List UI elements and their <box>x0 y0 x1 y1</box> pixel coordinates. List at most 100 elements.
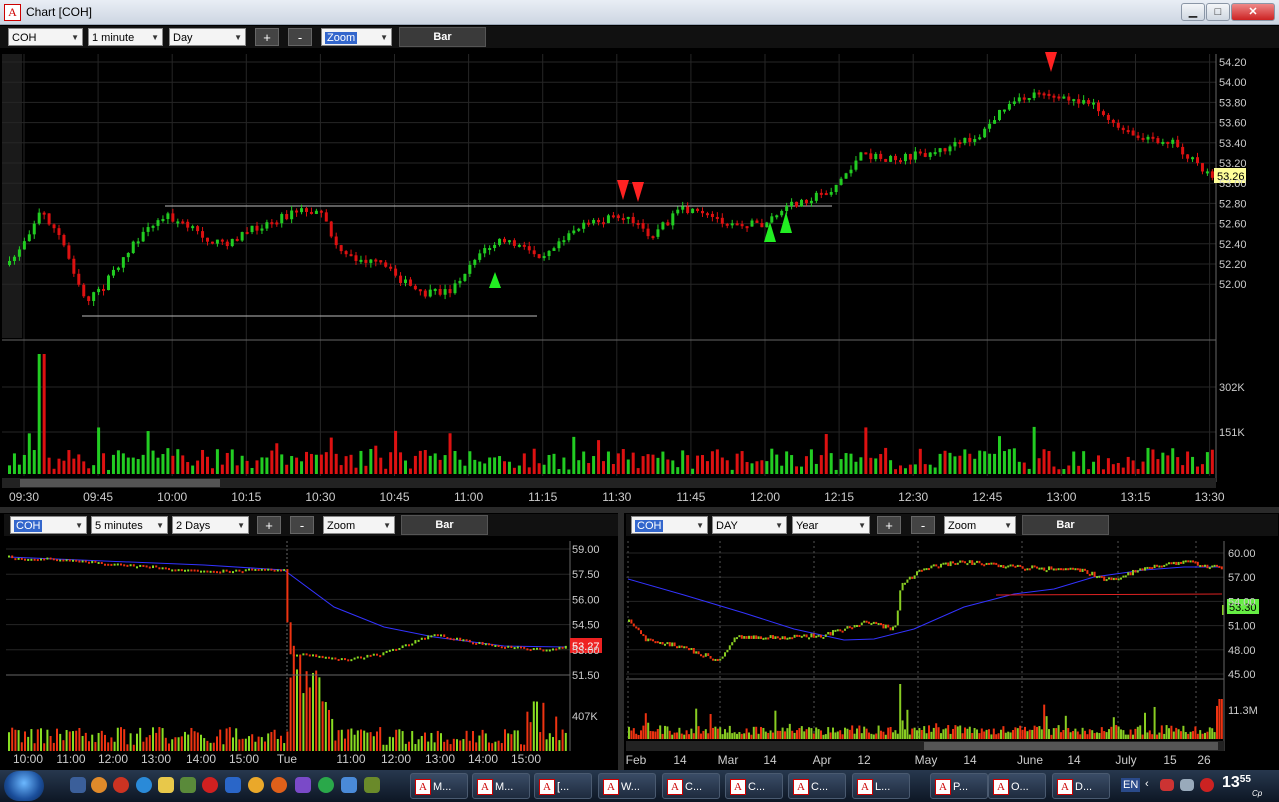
taskbar-window-button[interactable]: A D... <box>1052 773 1110 799</box>
visual-studio-icon[interactable] <box>295 777 311 793</box>
tray-expand-icon[interactable]: ‹ <box>1145 778 1149 790</box>
volume-bar <box>641 456 645 474</box>
close-button[interactable]: ✕ <box>1231 3 1275 21</box>
main-bar-button[interactable]: Bar <box>399 27 486 47</box>
price-candle <box>498 238 502 245</box>
price-candle <box>68 559 71 562</box>
taskbar-window-button[interactable]: A M... <box>472 773 530 799</box>
right-zoom-out-button[interactable]: - <box>911 516 935 534</box>
volume-bar <box>740 451 744 474</box>
taskbar-window-button[interactable]: A C... <box>788 773 846 799</box>
right-interval-select[interactable]: DAY ▼ <box>712 516 787 534</box>
taskbar-window-button[interactable]: A M... <box>410 773 468 799</box>
language-indicator[interactable]: EN <box>1121 778 1141 792</box>
price-candle <box>232 571 234 574</box>
right-symbol-select[interactable]: COH ▼ <box>631 516 708 534</box>
main-symbol-select[interactable]: COH ▼ <box>8 28 83 46</box>
price-candle <box>1007 565 1010 568</box>
game-icon[interactable] <box>364 777 380 793</box>
settings-gear-icon[interactable] <box>91 777 107 793</box>
main-range-select[interactable]: Day ▼ <box>169 28 246 46</box>
price-candle <box>745 636 748 639</box>
speaker-icon[interactable] <box>1180 779 1194 791</box>
price-candle <box>289 622 292 655</box>
price-candle <box>488 248 492 251</box>
minimize-button[interactable]: ▁ <box>1181 3 1205 21</box>
price-candle <box>691 208 695 213</box>
price-candle <box>637 627 640 631</box>
taskbar-window-button[interactable]: A P... <box>930 773 988 799</box>
left-zoom-select[interactable]: Zoom ▼ <box>323 516 395 534</box>
right-zoom-in-button[interactable]: + <box>877 516 901 534</box>
left-range-select[interactable]: 2 Days ▼ <box>172 516 249 534</box>
price-candle <box>721 656 724 659</box>
price-candle <box>527 246 531 251</box>
opera-tray-icon[interactable] <box>1200 778 1214 792</box>
volume-bar <box>201 449 205 474</box>
pane-divider-horizontal[interactable] <box>0 507 1279 513</box>
main-zoom-out-button[interactable]: - <box>288 28 312 46</box>
messenger-icon[interactable] <box>158 777 174 793</box>
main-zoom-in-button[interactable]: + <box>255 28 279 46</box>
left-interval-select[interactable]: 5 minutes ▼ <box>91 516 168 534</box>
system-clock[interactable]: 1355 <box>1222 774 1251 791</box>
volume-bar <box>1032 426 1036 474</box>
taskbar-window-button[interactable]: A C... <box>725 773 783 799</box>
media-icon[interactable] <box>180 777 196 793</box>
volume-bar <box>676 467 680 474</box>
opera-browser-icon[interactable] <box>202 777 218 793</box>
firefox-icon[interactable] <box>271 777 287 793</box>
utorrent-icon[interactable] <box>318 777 334 793</box>
volume-bar <box>1172 731 1175 739</box>
price-candle <box>91 560 94 564</box>
main-interval-select[interactable]: 1 minute ▼ <box>88 28 163 46</box>
price-candle <box>166 213 170 220</box>
volume-bar <box>1100 727 1103 739</box>
volume-bar <box>733 732 736 739</box>
price-candle <box>1091 571 1094 576</box>
price-candle <box>701 210 704 214</box>
pane-divider[interactable] <box>618 508 624 770</box>
price-candle <box>145 565 148 568</box>
tool-icon[interactable] <box>225 777 241 793</box>
left-zoom-out-button[interactable]: - <box>290 516 314 534</box>
right-range-select[interactable]: Year ▼ <box>792 516 870 534</box>
taskbar-window-button[interactable]: A C... <box>662 773 720 799</box>
left-symbol-select[interactable]: COH ▼ <box>10 516 87 534</box>
right-bar-button[interactable]: Bar <box>1022 515 1109 535</box>
search-icon[interactable] <box>341 777 357 793</box>
internet-explorer-icon[interactable] <box>136 777 152 793</box>
main-chart[interactable]: 53.26 54.2054.0053.8053.6053.4053.2053.0… <box>0 50 1279 507</box>
price-candle <box>678 645 681 649</box>
chrome-icon[interactable] <box>248 777 264 793</box>
price-candle <box>334 236 338 246</box>
show-desktop-icon[interactable] <box>70 777 86 793</box>
volume-bar <box>111 454 115 474</box>
maximize-button[interactable]: □ <box>1206 3 1230 21</box>
taskbar-window-button[interactable]: A [... <box>534 773 592 799</box>
price-candle <box>1077 99 1081 104</box>
left-bar-button[interactable]: Bar <box>401 515 488 535</box>
main-zoom-select[interactable]: Zoom ▼ <box>321 28 392 46</box>
left-time-axis-label: 13:00 <box>141 752 171 766</box>
taskbar-window-button[interactable]: A L... <box>852 773 910 799</box>
price-candle <box>212 570 215 573</box>
price-candle <box>46 557 49 560</box>
volume-bar <box>1106 458 1110 474</box>
taskbar-window-button[interactable]: A W... <box>598 773 656 799</box>
volume-bar <box>465 730 468 751</box>
volume-bar <box>1012 730 1014 739</box>
left-zoom-in-button[interactable]: + <box>257 516 281 534</box>
price-candle <box>1171 139 1175 144</box>
right-scroll-thumb[interactable] <box>924 742 1218 750</box>
start-button[interactable] <box>4 771 44 801</box>
main-scroll-thumb[interactable] <box>20 479 220 487</box>
opera-icon[interactable] <box>113 777 129 793</box>
volume-bar <box>552 737 554 751</box>
right-zoom-select[interactable]: Zoom ▼ <box>944 516 1016 534</box>
taskbar-window-button[interactable]: A O... <box>988 773 1046 799</box>
main-scrollbar[interactable] <box>2 478 1216 488</box>
flag-icon[interactable] <box>1160 779 1174 791</box>
